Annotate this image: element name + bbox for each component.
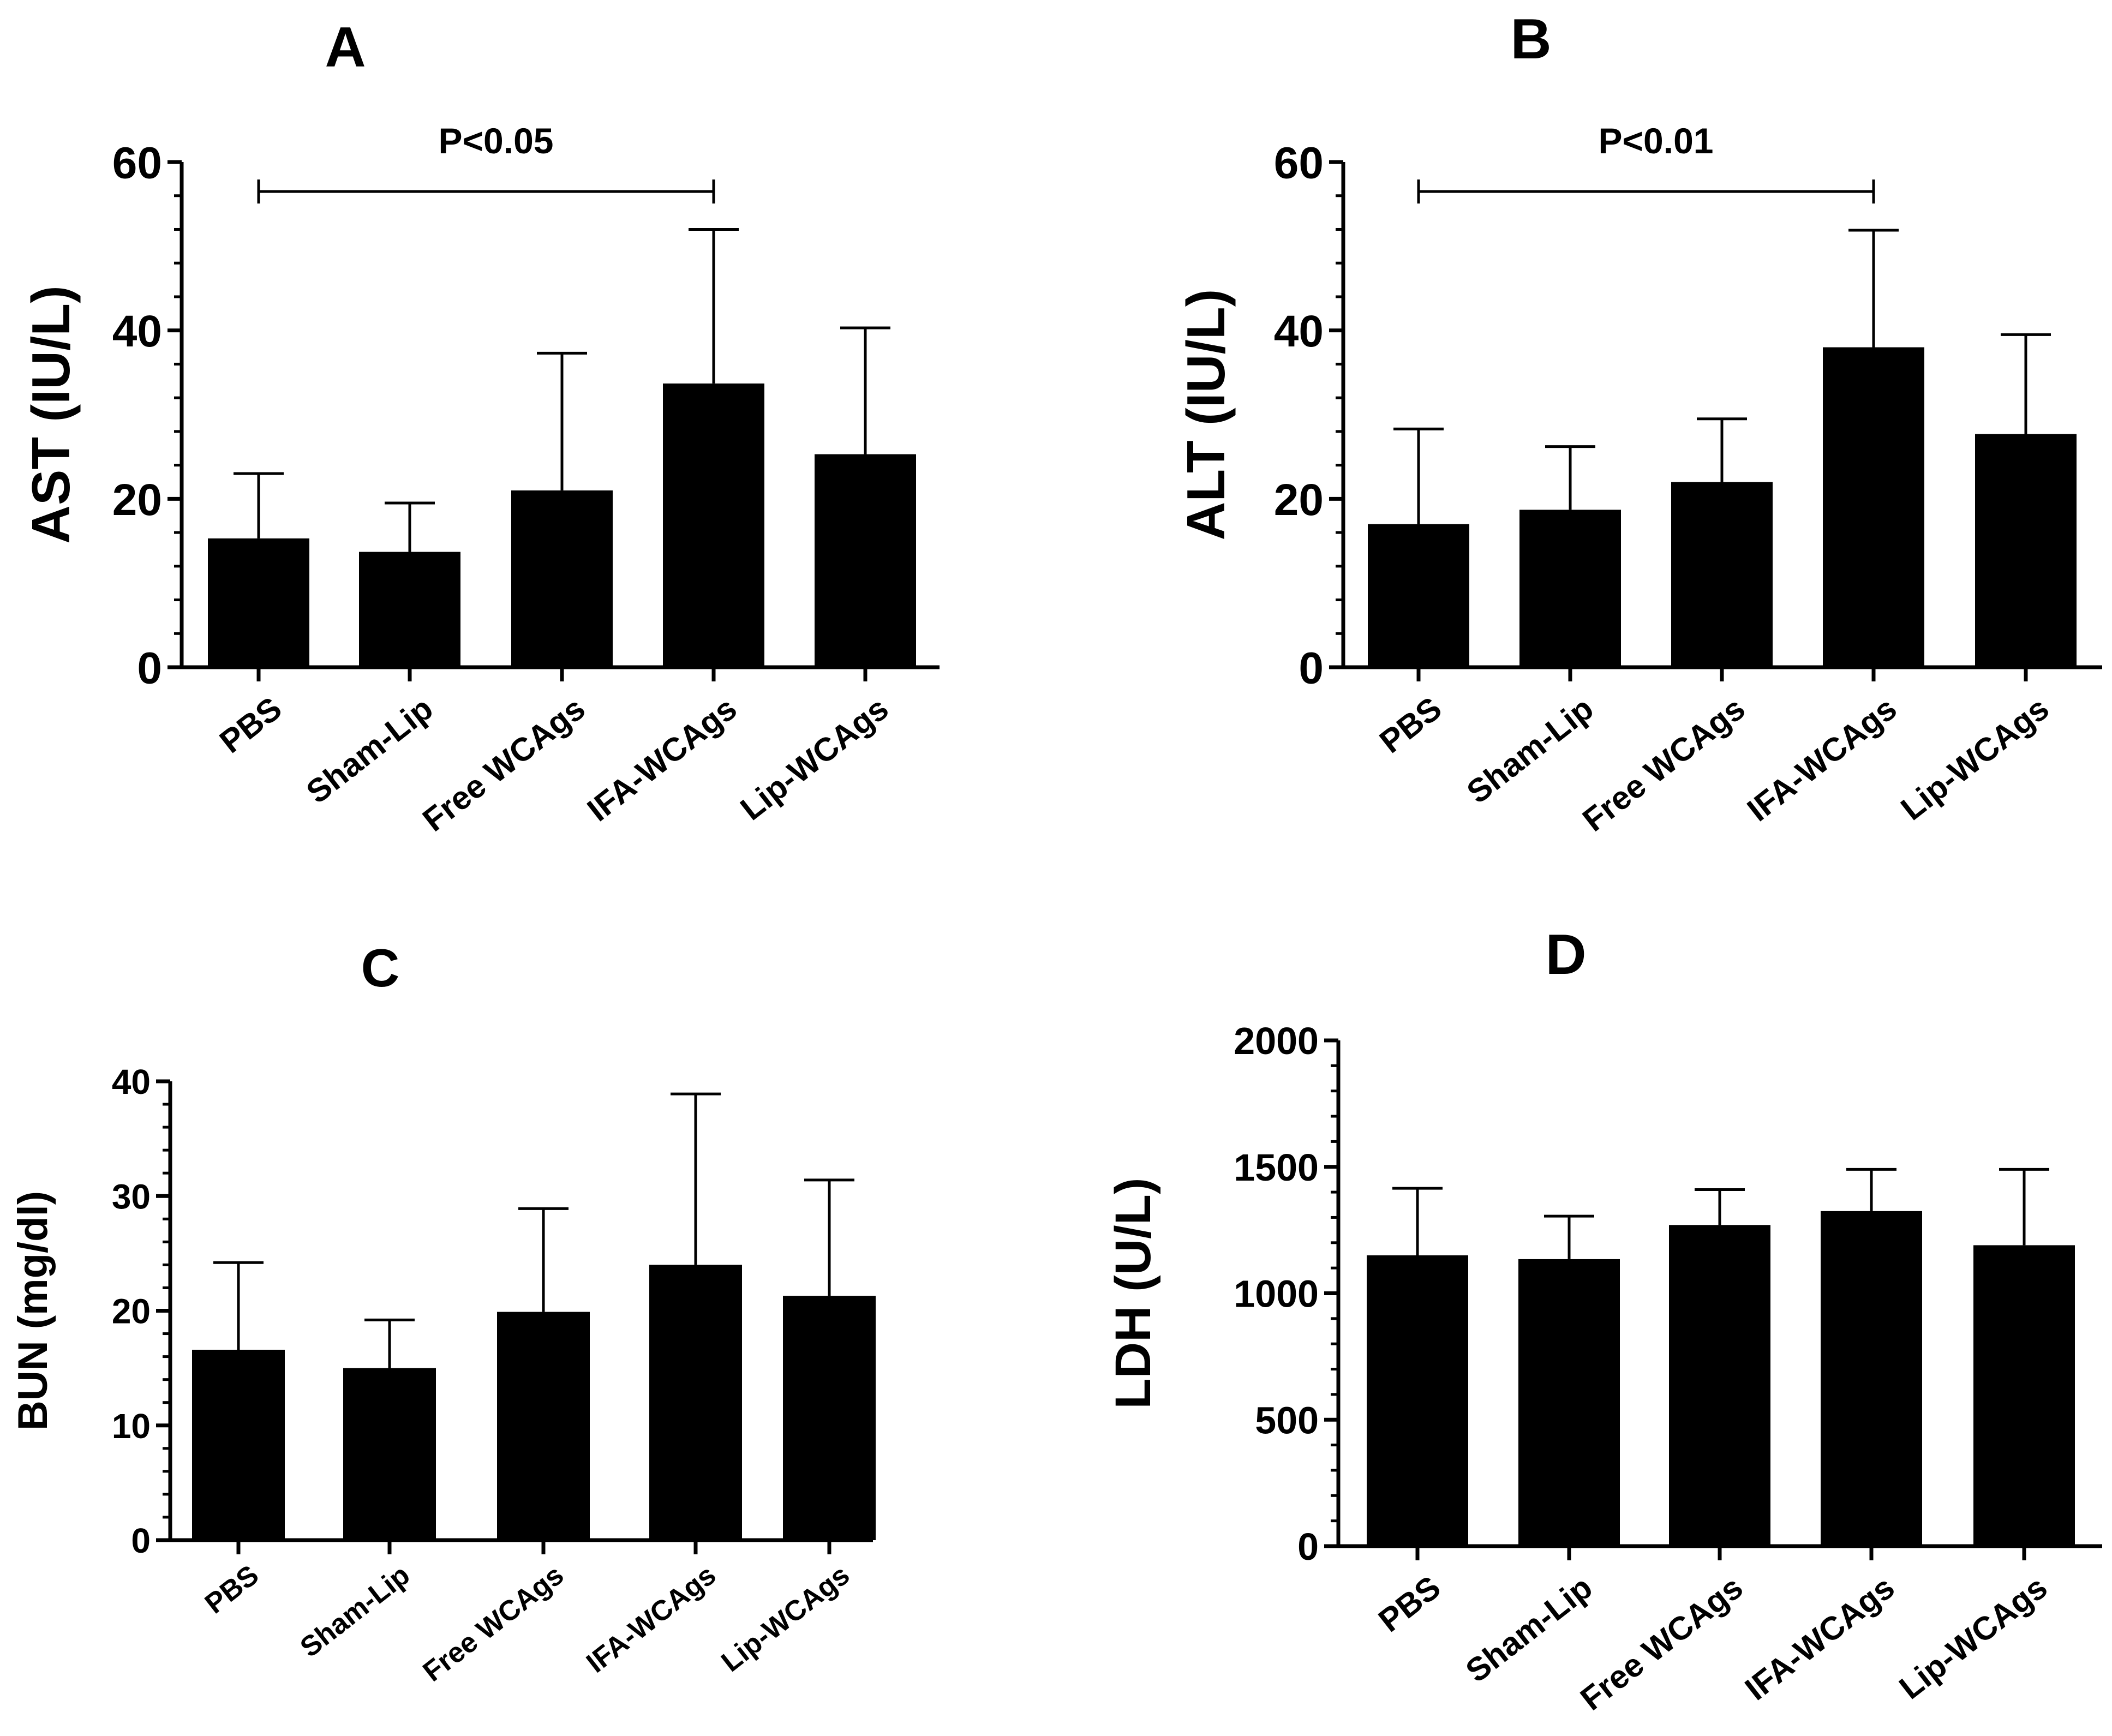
panel-d: D 0 500 1000 1500 2000 LDH (U/L) PBS Sham-LipFre…	[1105, 923, 2102, 1717]
x-category-label: IFA-WCAgs	[1740, 690, 1904, 828]
bar	[1823, 347, 1924, 667]
bar	[192, 1349, 285, 1540]
x-category-label: Lip-WCAgs	[1893, 1569, 2054, 1706]
x-category-label: IFA-WCAgs	[1738, 1569, 1901, 1707]
y-axis-label: BUN (mg/dl)	[10, 1191, 56, 1430]
x-category-label: IFA-WCAgs	[581, 1559, 722, 1679]
bar	[1518, 1259, 1620, 1546]
y-tick-label: 0	[1299, 644, 1324, 693]
bar	[815, 454, 916, 667]
y-tick-label: 20	[112, 475, 162, 525]
x-category-label: Free WCAgs	[417, 1559, 570, 1688]
y-tick-label: 60	[112, 139, 162, 188]
significance-label: P<0.01	[1598, 121, 1713, 161]
x-category-label: Lip-WCAgs	[716, 1559, 855, 1678]
bar	[649, 1265, 742, 1540]
y-tick-label: 10	[112, 1406, 151, 1446]
bar	[1519, 510, 1621, 667]
bar	[1973, 1245, 2075, 1546]
x-category-label: Free WCAgs	[416, 690, 591, 838]
bar	[511, 490, 613, 667]
x-category-label: PBS	[199, 1559, 265, 1620]
panel-label: D	[1545, 923, 1586, 986]
x-category-label: PBS	[1372, 1569, 1447, 1639]
y-tick-label: 60	[1274, 139, 1324, 188]
y-tick-label: 40	[112, 307, 162, 356]
panel-label: C	[361, 938, 400, 998]
panel-label: B	[1510, 8, 1551, 71]
bar	[1367, 1255, 1468, 1546]
y-tick-label: 1000	[1234, 1273, 1319, 1315]
x-category-label: Free WCAgs	[1573, 1569, 1749, 1717]
x-category-label: IFA-WCAgs	[581, 690, 744, 828]
bar	[208, 538, 309, 667]
bar	[1821, 1211, 1922, 1546]
y-tick-label: 20	[112, 1292, 151, 1331]
y-tick-label: 30	[112, 1177, 151, 1216]
x-category-label: Lip-WCAgs	[1894, 690, 2056, 827]
bar	[1368, 524, 1469, 667]
y-tick-label: 2000	[1234, 1020, 1319, 1062]
bar	[783, 1296, 876, 1540]
y-tick-label: 0	[137, 644, 162, 693]
y-axis-label: AST (IU/L)	[21, 285, 81, 544]
bar	[497, 1312, 590, 1540]
bar	[1975, 434, 2077, 667]
panel-label: A	[325, 16, 366, 79]
x-category-label: PBS	[213, 690, 288, 760]
y-axis-label: LDH (U/L)	[1105, 1177, 1161, 1409]
x-category-label: PBS	[1373, 690, 1448, 760]
x-category-label: Sham-Lip	[1459, 1569, 1599, 1689]
y-tick-label: 40	[112, 1062, 151, 1102]
x-category-label: Sham-Lip	[300, 690, 440, 810]
bar	[343, 1368, 436, 1540]
significance-label: P<0.05	[438, 121, 553, 161]
y-axis-label: ALT (IU/L)	[1176, 289, 1236, 541]
x-category-label: Free WCAgs	[1576, 690, 1751, 838]
x-category-label: Sham-Lip	[1460, 690, 1600, 810]
x-category-label: Lip-WCAgs	[734, 690, 895, 827]
bar	[359, 552, 460, 667]
x-category-label: Sham-Lip	[295, 1559, 416, 1664]
bar	[1669, 1225, 1770, 1546]
y-tick-label: 0	[131, 1521, 151, 1560]
y-tick-label: 1500	[1234, 1146, 1319, 1189]
panel-c: C 0 10 20 30 40 BUN (mg/dl) PBS Sham-Lip Free WCA…	[10, 938, 876, 1688]
y-tick-label: 0	[1297, 1525, 1319, 1568]
y-tick-label: 40	[1274, 307, 1324, 356]
bar	[663, 383, 764, 667]
y-tick-label: 500	[1255, 1399, 1319, 1441]
y-tick-label: 20	[1274, 475, 1324, 525]
bar	[1671, 482, 1773, 667]
